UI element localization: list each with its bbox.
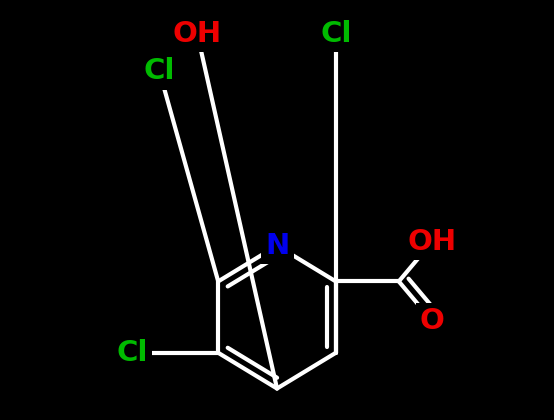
Text: OH: OH (408, 228, 457, 255)
Text: O: O (420, 307, 445, 335)
Text: OH: OH (173, 20, 222, 47)
Text: Cl: Cl (143, 58, 175, 85)
Text: N: N (265, 232, 289, 260)
Text: Cl: Cl (320, 20, 352, 47)
Text: Cl: Cl (116, 339, 148, 367)
